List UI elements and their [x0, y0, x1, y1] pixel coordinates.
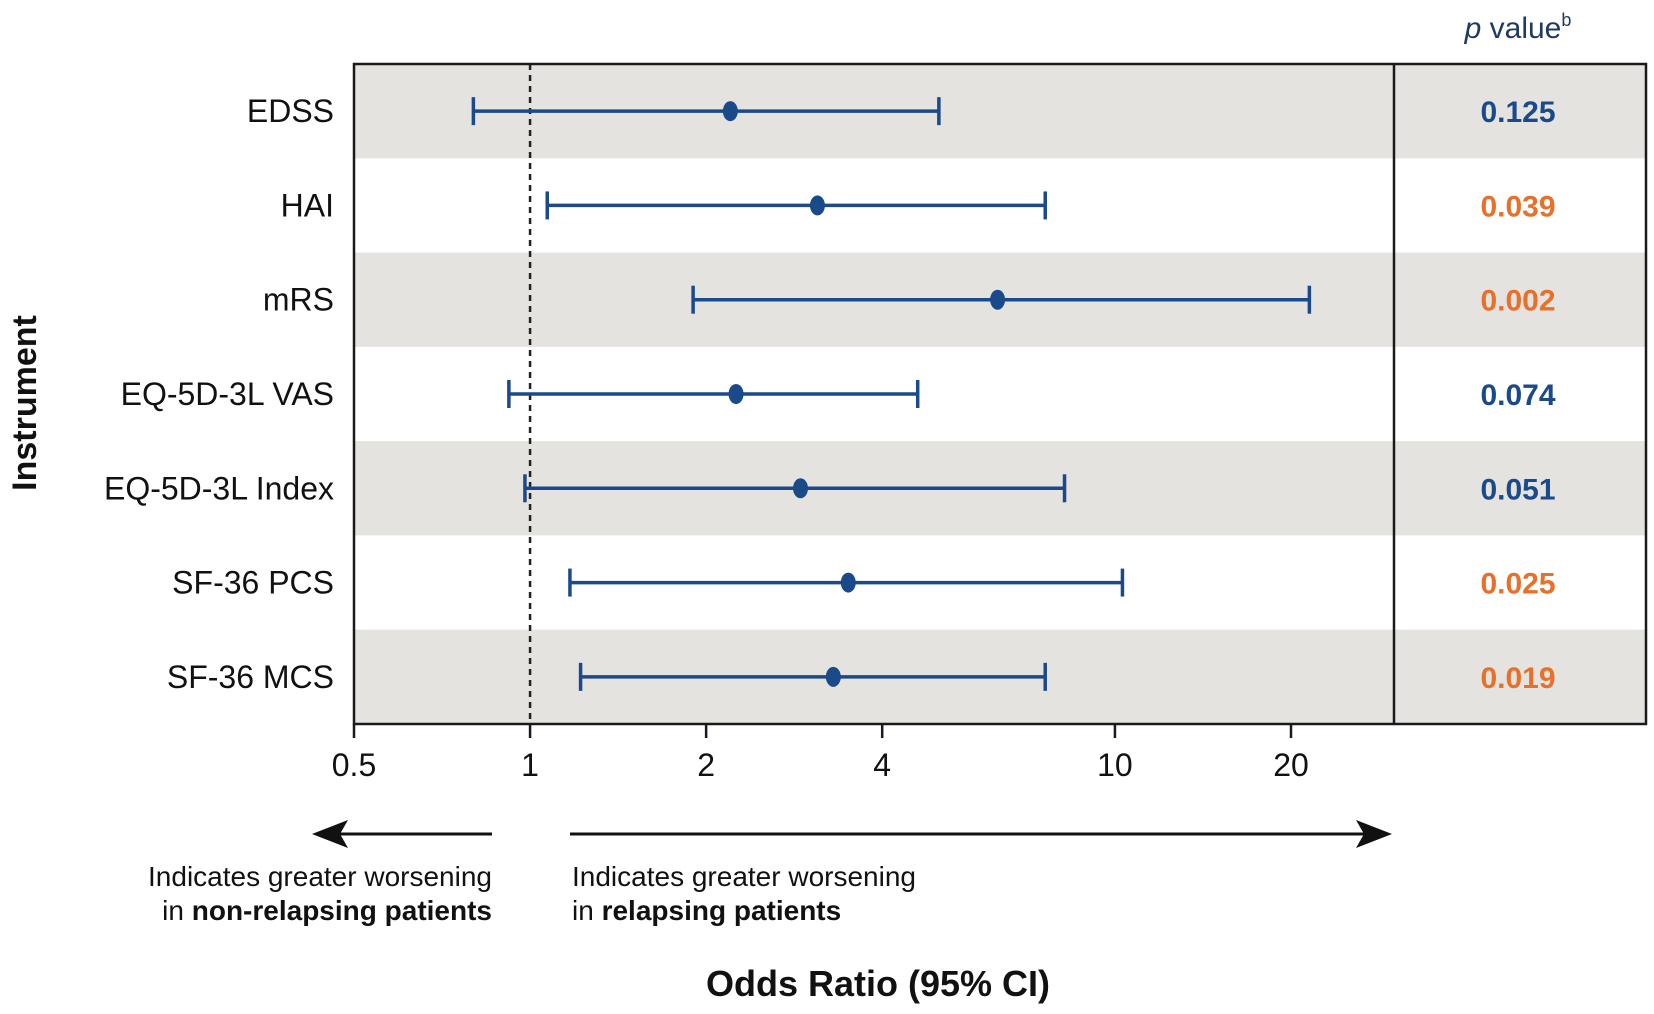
- ci-row: [545, 191, 1047, 220]
- left-arrowhead: [312, 820, 348, 848]
- right-annotation-prefix: in: [572, 895, 602, 926]
- row-label: HAI: [281, 187, 334, 223]
- pvalue-header: p valueb: [1464, 10, 1572, 45]
- pvalue-header-text: value: [1481, 12, 1561, 45]
- pvalue-header-sup: b: [1561, 10, 1571, 30]
- ci-row: [578, 662, 1047, 691]
- odds-ratio-point: [722, 101, 738, 122]
- x-tick-label: 0.5: [332, 747, 376, 783]
- x-tick-label: 4: [873, 747, 891, 783]
- x-tick-label: 1: [521, 747, 539, 783]
- row-label: EDSS: [247, 93, 334, 129]
- odds-ratio-point: [840, 572, 856, 593]
- direction-arrows: [312, 820, 1392, 848]
- x-axis-title: Odds Ratio (95% CI): [706, 963, 1050, 1004]
- plot-frame: [352, 62, 1648, 726]
- pvalue: 0.051: [1480, 473, 1555, 506]
- odds-ratio-point: [990, 289, 1006, 310]
- ci-rows: [471, 97, 1312, 691]
- ci-row: [507, 380, 920, 408]
- row-labels: EDSS HAI mRS EQ-5D-3L VAS EQ-5D-3L Index SF-3…: [104, 93, 334, 695]
- pvalue: 0.039: [1480, 190, 1555, 223]
- row-label: SF-36 MCS: [167, 659, 334, 695]
- pvalue-column: 0.125 0.039 0.002 0.074 0.051 0.025 0.019: [1480, 96, 1555, 695]
- row-label: EQ-5D-3L Index: [104, 470, 334, 506]
- odds-ratio-point: [793, 478, 809, 499]
- ci-row: [691, 285, 1312, 314]
- pvalue: 0.025: [1480, 568, 1555, 601]
- right-annotation-line2: in relapsing patients: [572, 895, 841, 926]
- x-tick-label: 20: [1273, 747, 1309, 783]
- y-axis-title: Instrument: [6, 315, 44, 491]
- x-tick-label: 10: [1097, 747, 1133, 783]
- odds-ratio-point: [728, 384, 744, 404]
- pvalue-header-italic: p: [1464, 12, 1482, 45]
- x-axis: 0.5 1 2 4 10 20: [332, 724, 1309, 783]
- left-annotation-bold: non-relapsing patients: [192, 895, 492, 926]
- ci-row: [471, 97, 941, 126]
- left-annotation-prefix: in: [162, 895, 192, 926]
- odds-ratio-point: [825, 666, 841, 687]
- pvalue: 0.125: [1480, 96, 1555, 129]
- right-annotation-bold: relapsing patients: [602, 895, 842, 926]
- pvalue: 0.019: [1480, 662, 1555, 695]
- pvalue: 0.002: [1480, 285, 1555, 318]
- row-label: mRS: [263, 282, 334, 318]
- ci-row: [568, 568, 1125, 597]
- row-label: EQ-5D-3L VAS: [121, 376, 334, 412]
- right-arrowhead: [1356, 820, 1392, 848]
- ci-row: [523, 474, 1067, 503]
- left-annotation-line1: Indicates greater worsening: [148, 861, 492, 892]
- left-annotation-line2: in non-relapsing patients: [162, 895, 492, 926]
- x-tick-label: 2: [697, 747, 715, 783]
- odds-ratio-point: [809, 195, 825, 216]
- row-label: SF-36 PCS: [172, 565, 334, 601]
- right-annotation-line1: Indicates greater worsening: [572, 861, 916, 892]
- pvalue: 0.074: [1480, 379, 1555, 412]
